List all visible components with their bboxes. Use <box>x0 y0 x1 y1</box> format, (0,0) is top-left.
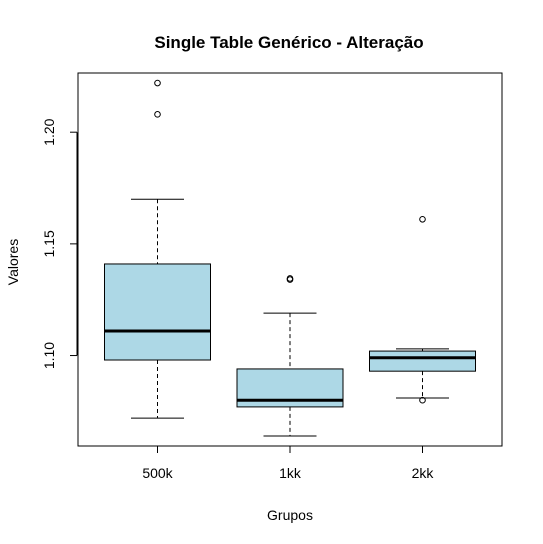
y-axis-label: Valores <box>5 239 21 285</box>
outlier-point <box>154 111 161 118</box>
iqr-box <box>369 350 476 372</box>
box-group-1kk <box>236 275 344 437</box>
box-group-2kk <box>369 215 476 404</box>
outlier-point <box>419 215 426 223</box>
x-axis: 500k 1kk 2kk <box>142 445 435 481</box>
y-axis: 1.10 1.15 1.20 <box>41 118 78 369</box>
x-axis-label: Grupos <box>267 507 313 523</box>
x-tick-label: 500k <box>142 465 173 481</box>
outlier-point <box>419 396 426 404</box>
x-tick-label: 1kk <box>279 465 302 481</box>
box-group-500k <box>104 79 211 419</box>
iqr-box <box>104 263 211 361</box>
outlier-point <box>154 79 161 87</box>
chart-title: Single Table Genérico - Alteração <box>154 33 423 52</box>
y-tick-label: 1.15 <box>41 230 57 257</box>
y-tick-label: 1.10 <box>41 342 57 369</box>
y-tick-label: 1.20 <box>41 118 57 145</box>
boxes <box>104 79 476 437</box>
x-tick-label: 2kk <box>412 465 435 481</box>
outlier-point <box>286 275 294 282</box>
